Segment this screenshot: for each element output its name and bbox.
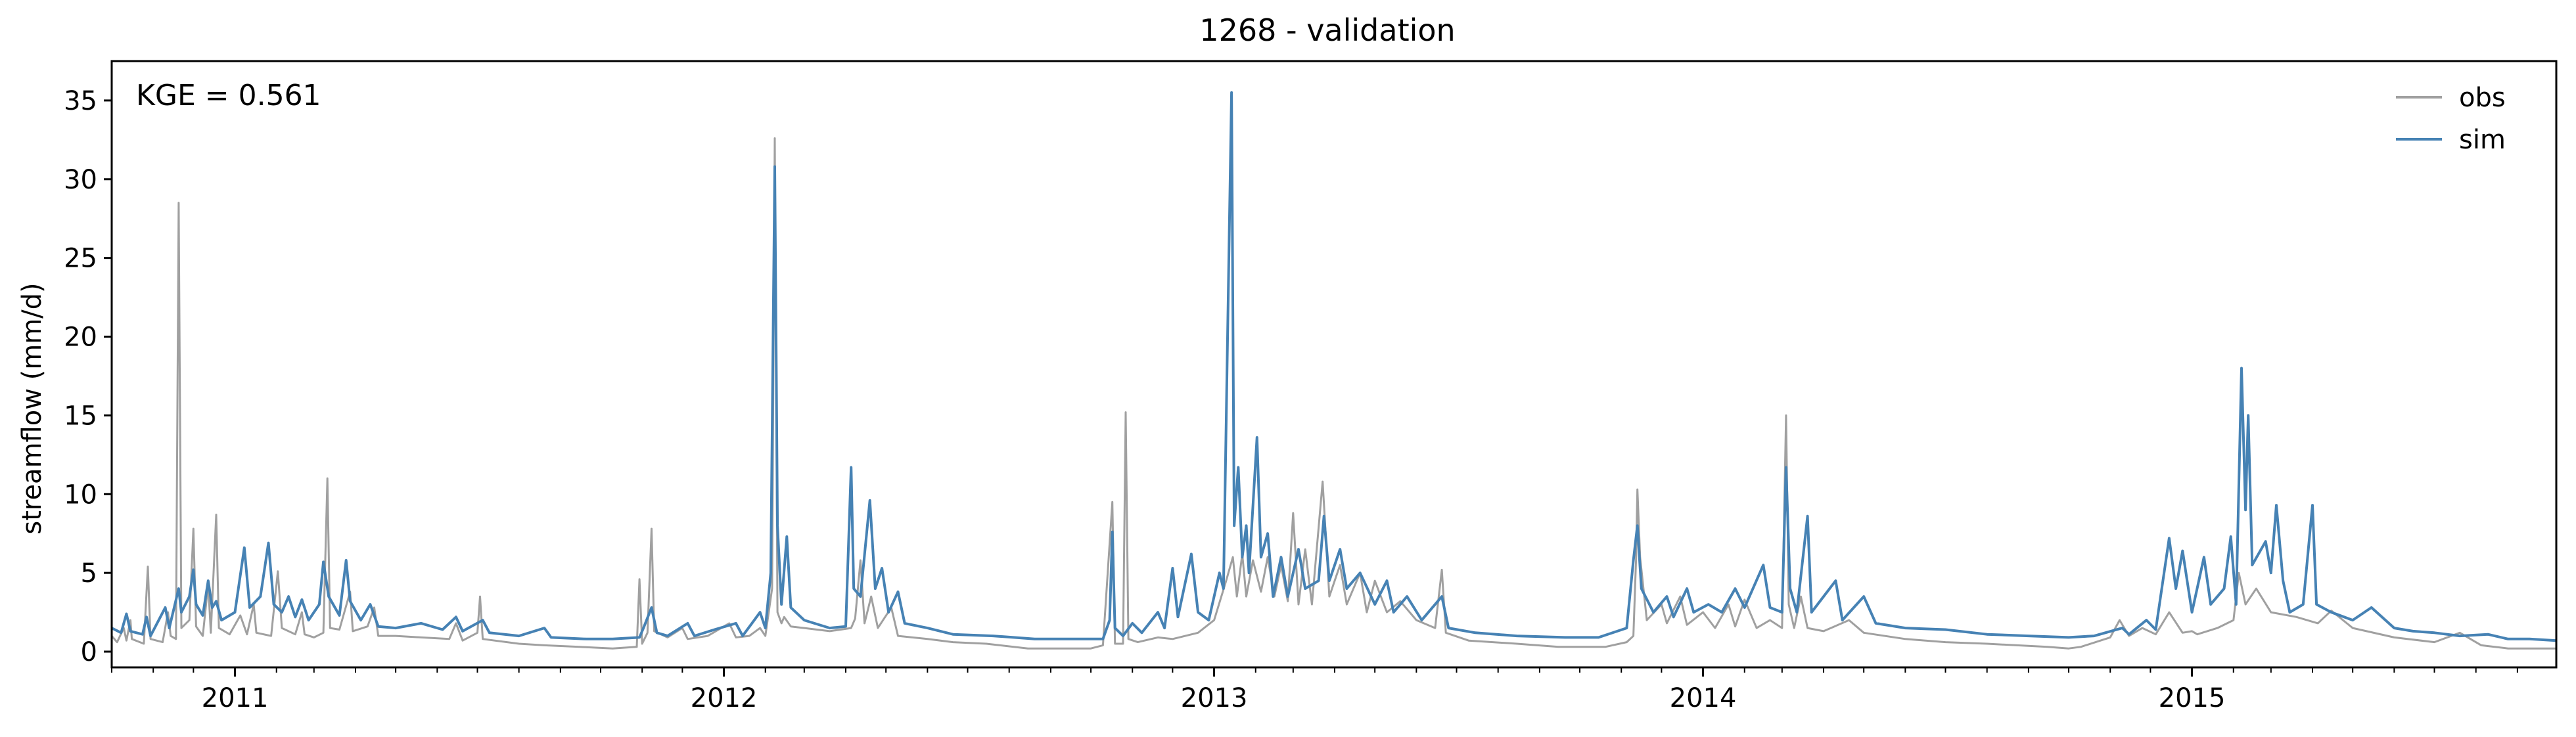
chart-title: 1268 - validation — [1199, 12, 1455, 48]
y-tick-label: 10 — [64, 480, 97, 510]
y-tick-label: 25 — [64, 244, 97, 274]
x-tick-label: 2012 — [691, 683, 758, 713]
legend-label-sim: sim — [2459, 125, 2506, 155]
plot-frame — [110, 60, 2558, 669]
y-tick-label: 0 — [81, 637, 97, 667]
y-tick-label: 30 — [64, 165, 97, 195]
legend: obs sim — [2396, 83, 2506, 155]
x-tick-label: 2014 — [1670, 683, 1737, 713]
x-tick-label: 2011 — [202, 683, 269, 713]
legend-label-obs: obs — [2459, 83, 2506, 113]
series-line-obs — [110, 137, 2556, 650]
plot-area: 0 5 10 15 20 25 30 35 2011 2012 2013 2014 2015 — [64, 86, 2557, 713]
y-tick-label: 35 — [64, 86, 97, 116]
series-line-sim — [111, 91, 2557, 642]
x-tick-label: 2015 — [2159, 683, 2226, 713]
y-axis-label: streamflow (mm/d) — [17, 282, 47, 534]
y-tick-label: 15 — [64, 401, 97, 431]
y-tick-label: 20 — [64, 323, 97, 353]
x-tick-label: 2013 — [1181, 683, 1248, 713]
kge-annotation: KGE = 0.561 — [136, 79, 321, 112]
y-tick-label: 5 — [81, 558, 97, 589]
